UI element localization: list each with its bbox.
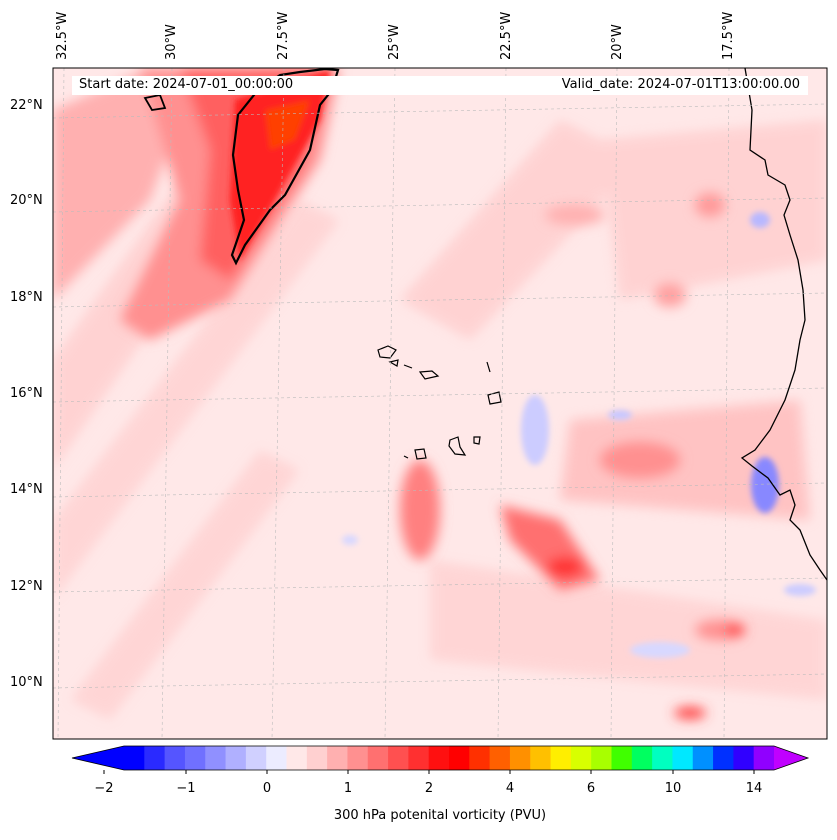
colorbar-segment — [753, 746, 775, 770]
cb-tick-label: 1 — [343, 781, 353, 796]
colorbar-segment — [611, 746, 633, 770]
colorbar-segment — [733, 746, 755, 770]
colorbar-segment — [672, 746, 694, 770]
colorbar-segment — [266, 746, 288, 770]
colorbar-segment — [245, 746, 267, 770]
colorbar-outline — [71, 745, 810, 771]
colorbar-segment — [388, 746, 409, 770]
lat-label-12n: 12°N — [10, 579, 43, 594]
colorbar-segment — [408, 746, 430, 770]
cb-tick-label: 0 — [262, 781, 272, 796]
lat-label-22n: 22°N — [10, 98, 43, 113]
colorbar-segment — [306, 746, 328, 770]
colorbar-segment — [327, 746, 349, 770]
cb-tick-label: 14 — [745, 781, 763, 796]
colorbar-segment — [184, 746, 206, 770]
cb-tick-label: −2 — [94, 781, 114, 796]
colorbar-extend-high — [774, 746, 808, 770]
colorbar-segment — [449, 746, 470, 770]
colorbar-segment — [713, 746, 734, 770]
colorbar-extend-low — [72, 746, 124, 770]
colorbar-segment — [205, 746, 227, 770]
lat-label-14n: 14°N — [10, 482, 43, 497]
lon-label-30w: 30°W — [164, 24, 179, 60]
cb-tick-label: −1 — [176, 781, 196, 796]
colorbar-segment — [530, 746, 552, 770]
info-box: Start date: 2024-07-01_00:00:00 Valid_da… — [72, 76, 808, 95]
pv-field — [53, 68, 827, 739]
lon-label-27-5w: 27.5°W — [276, 11, 291, 60]
colorbar-segment — [550, 746, 572, 770]
lon-label-22-5w: 22.5°W — [499, 11, 514, 60]
colorbar-segment — [570, 746, 592, 770]
colorbar-segment — [347, 746, 369, 770]
colorbar-segment — [469, 746, 491, 770]
colorbar-segment — [692, 746, 714, 770]
cb-tick-label: 10 — [664, 781, 682, 796]
colorbar-segment — [591, 746, 613, 770]
lon-label-17-5w: 17.5°W — [721, 11, 736, 60]
colorbar-title: 300 hPa potenital vorticity (PVU) — [333, 808, 547, 823]
cb-tick-label: 4 — [505, 781, 515, 796]
colorbar-segment — [286, 746, 308, 770]
colorbar-segment — [489, 746, 511, 770]
cb-tick-label: 2 — [424, 781, 434, 796]
cb-tick-label: 6 — [586, 781, 596, 796]
lon-label-32-5w: 32.5°W — [55, 11, 70, 60]
map-frame — [52, 67, 828, 740]
colorbar-segment — [428, 746, 450, 770]
start-date-label: Start date: 2024-07-01_00:00:00 — [79, 77, 294, 92]
lon-label-25w: 25°W — [387, 24, 402, 60]
valid-date-label: Valid_date: 2024-07-01T13:00:00.00 — [561, 77, 800, 92]
lat-label-16n: 16°N — [10, 386, 43, 401]
colorbar-segment — [144, 746, 166, 770]
colorbar-segment — [509, 746, 531, 770]
colorbar-segment — [631, 746, 653, 770]
colorbar-segment — [367, 746, 389, 770]
colorbar — [71, 745, 810, 774]
colorbar-segment — [225, 746, 247, 770]
lat-label-18n: 18°N — [10, 290, 43, 305]
lon-label-20w: 20°W — [610, 24, 625, 60]
colorbar-segment — [652, 746, 674, 770]
colorbar-segment — [124, 746, 145, 770]
colorbar-segment — [164, 746, 186, 770]
lat-label-20n: 20°N — [10, 193, 43, 208]
lat-label-10n: 10°N — [10, 675, 43, 690]
